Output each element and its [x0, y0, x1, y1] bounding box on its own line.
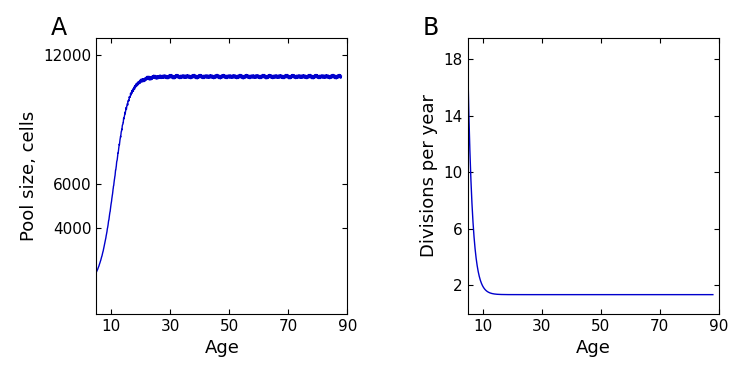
Text: A: A [51, 16, 67, 40]
Y-axis label: Divisions per year: Divisions per year [420, 94, 438, 257]
X-axis label: Age: Age [576, 339, 611, 357]
Y-axis label: Pool size, cells: Pool size, cells [20, 111, 38, 241]
X-axis label: Age: Age [205, 339, 239, 357]
Text: B: B [422, 16, 439, 40]
